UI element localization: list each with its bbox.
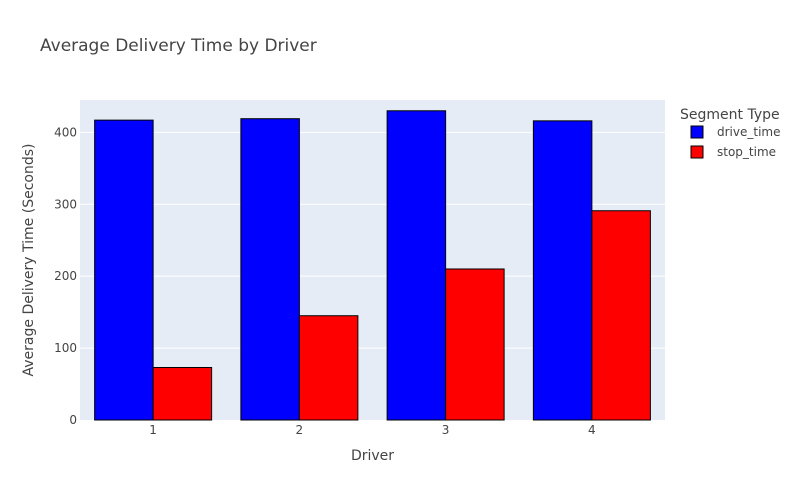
y-tick-label: 100 (54, 341, 77, 355)
legend-items: drive_time stop_time (690, 125, 780, 159)
bar-stop_time-driver-2 (298, 315, 359, 421)
x-tick-label: 4 (588, 423, 596, 437)
legend-swatch-stop_time (690, 145, 704, 159)
bar-drive_time-driver-3 (386, 110, 447, 421)
legend-title: Segment Type (680, 107, 780, 123)
y-tick-label: 0 (69, 413, 77, 427)
bars (94, 110, 651, 421)
x-tick-label: 1 (149, 423, 157, 437)
x-tick-label: 2 (296, 423, 304, 437)
bar-stop_time-driver-4 (591, 210, 651, 421)
y-tick-label: 200 (54, 269, 77, 283)
bar-stop_time-driver-3 (445, 268, 505, 421)
y-axis-label: Average Delivery Time (Seconds) (21, 144, 37, 377)
chart-title: Average Delivery Time by Driver (40, 36, 317, 56)
legend: Segment Type drive_time stop_time (680, 107, 780, 159)
legend-swatch-drive_time (690, 125, 704, 139)
y-axis-ticks: 0 100 200 300 400 (54, 125, 77, 427)
y-tick-label: 400 (54, 125, 77, 139)
y-tick-label: 300 (54, 197, 77, 211)
bar-drive_time-driver-2 (240, 118, 300, 421)
bar-drive_time-driver-4 (532, 120, 593, 421)
bar-drive_time-driver-1 (94, 119, 154, 421)
legend-label-drive_time: drive_time (717, 125, 780, 139)
x-axis-ticks: 1 2 3 4 (149, 423, 595, 437)
bar-stop_time-driver-1 (152, 367, 213, 421)
x-tick-label: 3 (442, 423, 450, 437)
legend-label-stop_time: stop_time (717, 145, 776, 159)
x-axis-label: Driver (351, 448, 394, 464)
